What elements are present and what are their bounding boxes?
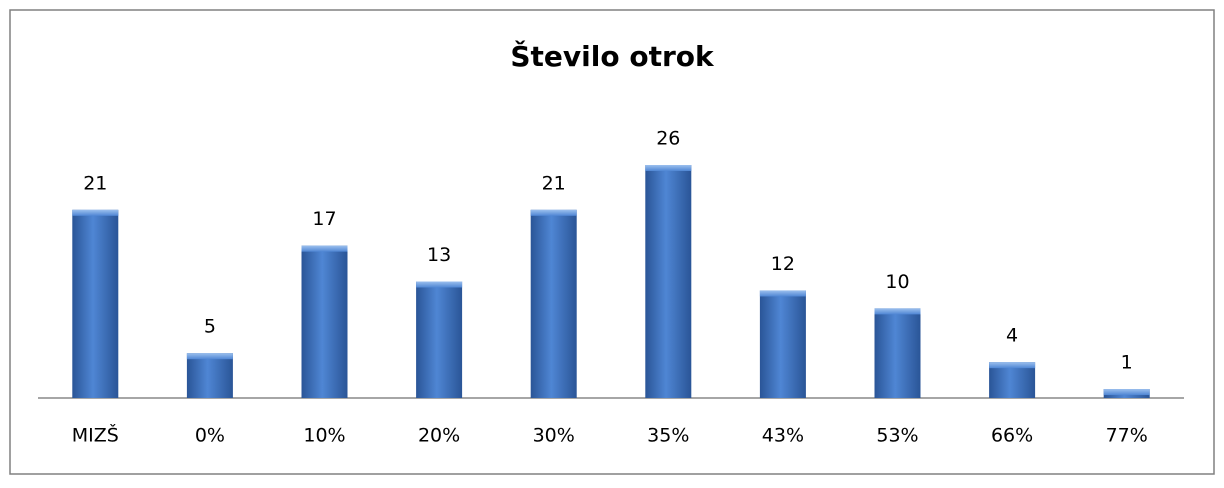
data-label: 5 — [204, 316, 216, 338]
bar — [645, 165, 692, 398]
bar-cap — [1103, 389, 1150, 396]
bar — [72, 209, 119, 398]
bar-cap — [759, 290, 806, 297]
data-label: 17 — [312, 208, 336, 230]
data-label: 4 — [1006, 325, 1018, 347]
bar-cap — [989, 362, 1036, 369]
x-tick-label: 77% — [1106, 425, 1148, 447]
x-tick-label: MIZŠ — [72, 423, 119, 447]
x-tick-label: 0% — [195, 425, 225, 447]
bar-cap — [530, 209, 577, 216]
data-label: 1 — [1121, 352, 1133, 374]
bar — [530, 209, 577, 398]
x-tick-label: 30% — [533, 425, 575, 447]
x-tick-label: 35% — [647, 425, 689, 447]
x-tick-label: 20% — [418, 425, 460, 447]
bar-cap — [874, 308, 921, 315]
bar-cap — [645, 165, 692, 171]
data-label: 21 — [83, 172, 107, 194]
bar-cap — [301, 245, 348, 252]
x-tick-label: 53% — [876, 425, 918, 447]
chart-title: Število otrok — [510, 39, 715, 73]
bar — [759, 290, 806, 398]
bar — [416, 281, 463, 398]
bar — [874, 308, 921, 398]
x-tick-label: 10% — [303, 425, 345, 447]
chart-frame — [9, 9, 1215, 475]
x-tick-label: 66% — [991, 425, 1033, 447]
bar-cap — [72, 209, 119, 216]
bar — [301, 245, 348, 398]
x-tick-label: 43% — [762, 425, 804, 447]
bar-cap — [186, 353, 233, 360]
data-label: 12 — [771, 253, 795, 275]
bar — [186, 353, 233, 398]
data-label: 13 — [427, 244, 451, 266]
data-label: 10 — [885, 271, 909, 293]
data-label: 21 — [542, 172, 566, 194]
data-label: 26 — [656, 128, 680, 150]
bar-cap — [416, 281, 463, 288]
